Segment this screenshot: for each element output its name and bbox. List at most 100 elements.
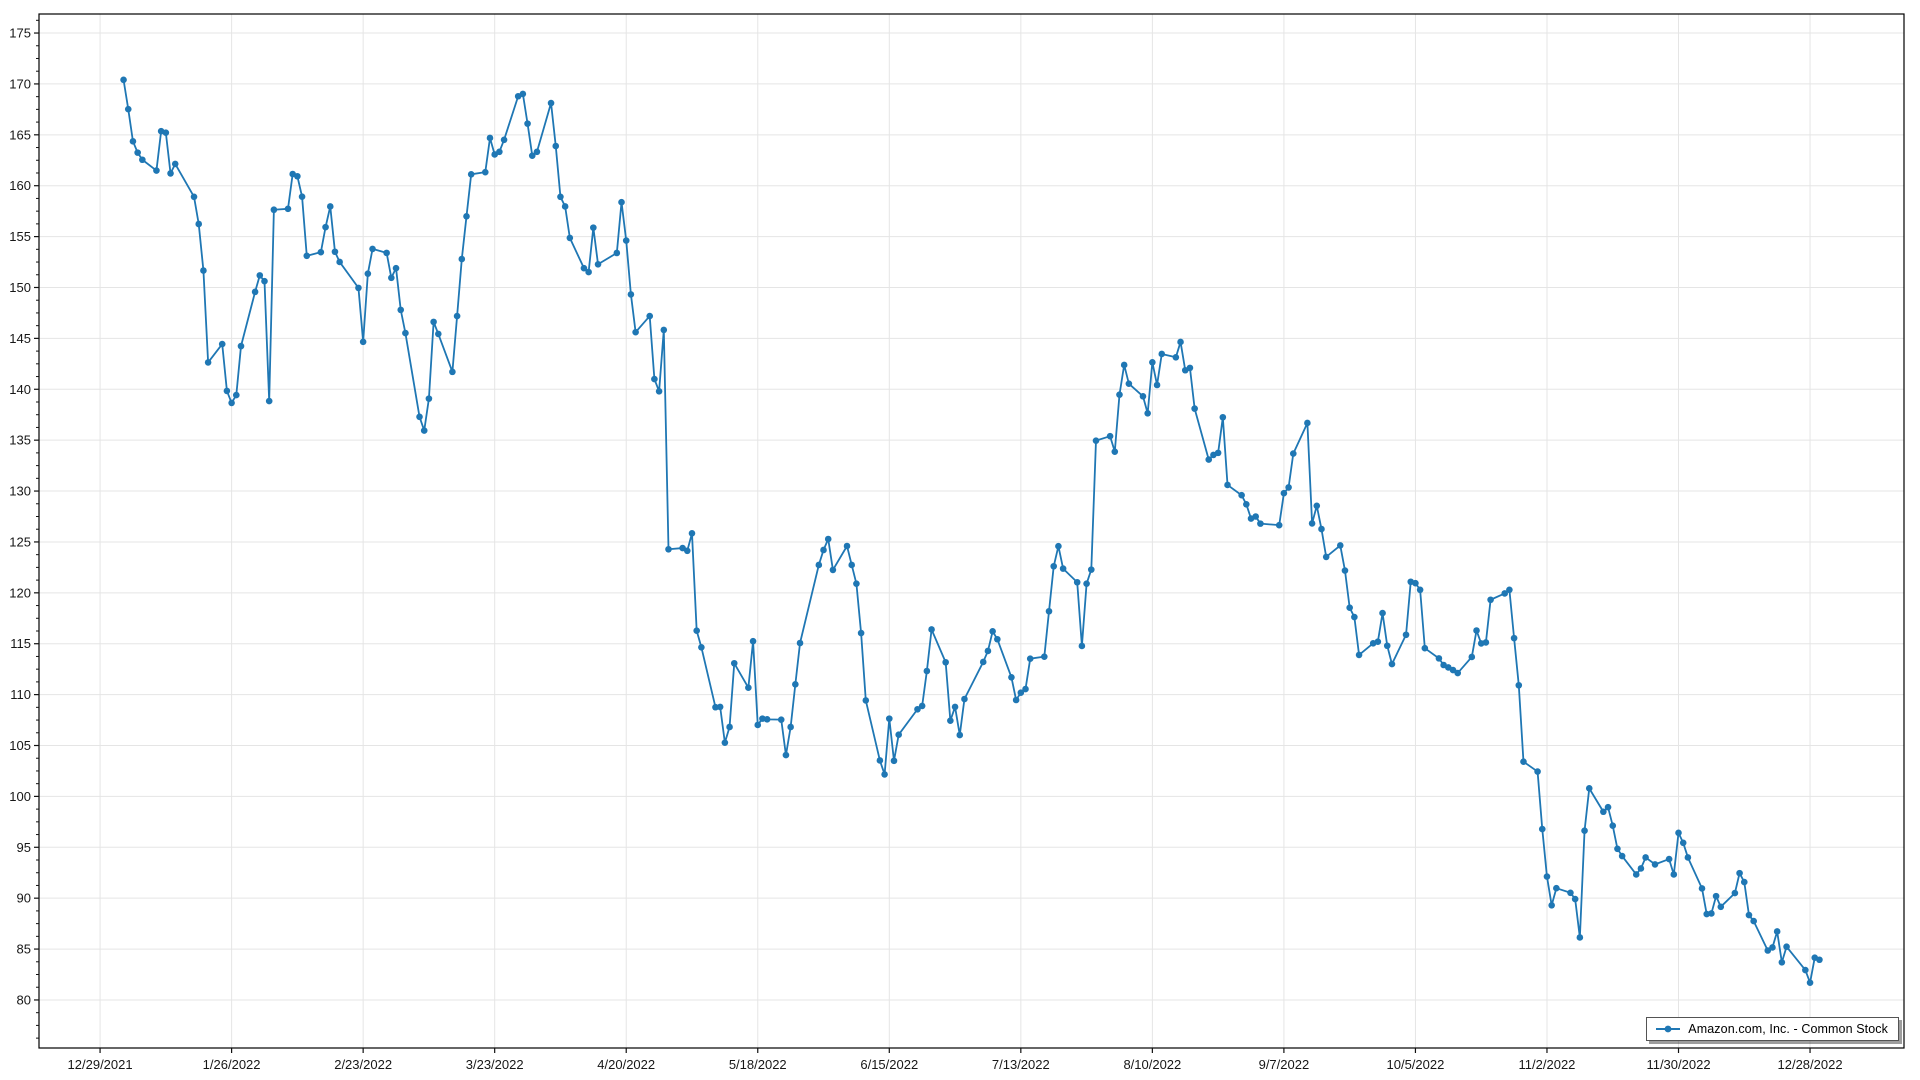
data-point-2022-05-18	[754, 721, 762, 729]
data-point-2022-01-31	[251, 288, 259, 296]
data-point-2022-01-10	[153, 167, 160, 174]
data-point-2022-07-06	[984, 647, 992, 655]
data-point-2022-03-08	[420, 427, 428, 434]
data-point-2022-12-20	[1769, 944, 1776, 951]
y-tick-label-140: 140	[9, 382, 31, 397]
data-point-2022-08-26	[1224, 481, 1231, 489]
data-point-2022-06-09	[857, 629, 865, 637]
data-point-2022-03-31	[528, 152, 536, 159]
data-point-2022-06-15	[885, 715, 893, 722]
data-point-2022-02-15	[322, 223, 329, 231]
data-point-2022-08-09	[1144, 409, 1151, 417]
y-tick-label-85: 85	[17, 942, 31, 957]
data-point-2022-07-07	[989, 628, 996, 635]
data-point-2022-06-21	[914, 705, 921, 713]
data-point-2022-01-07	[139, 156, 146, 164]
data-point-2022-05-25	[787, 723, 794, 731]
y-tick-label-115: 115	[10, 636, 31, 651]
data-point-2022-08-24	[1214, 449, 1222, 457]
data-point-2022-08-15	[1172, 354, 1180, 361]
data-point-2022-09-30	[1388, 660, 1396, 668]
data-point-2022-12-21	[1773, 928, 1781, 935]
data-point-2022-04-08	[566, 234, 574, 242]
y-tick-label-145: 145	[9, 331, 31, 346]
y-axis-tick-labels: 80 85 90 95 100 105 110 115 120 125 130 135 140 145 15…	[9, 26, 31, 1008]
x-tick-label-12/28/2022: 12/28/2022	[1778, 1057, 1843, 1072]
data-point-2022-08-02	[1111, 448, 1119, 455]
data-point-2022-06-01	[820, 546, 827, 554]
x-tick-label-1/26/2022: 1/26/2022	[203, 1057, 261, 1072]
data-point-2022-05-10	[716, 703, 724, 711]
data-point-2022-02-10	[298, 193, 306, 200]
data-point-2022-11-04	[1553, 884, 1560, 892]
data-point-2022-01-26	[228, 399, 235, 407]
data-point-2022-01-27	[233, 391, 240, 399]
data-point-2022-07-25	[1073, 578, 1081, 586]
x-tick-label-3/23/2022: 3/23/2022	[466, 1057, 524, 1072]
data-point-2022-09-01	[1252, 513, 1260, 520]
data-point-2022-05-26	[792, 681, 799, 688]
data-point-2022-10-26	[1510, 634, 1518, 642]
data-point-2022-04-21	[627, 291, 635, 298]
data-point-2022-12-12	[1731, 889, 1739, 897]
data-point-2022-10-21	[1487, 596, 1494, 604]
data-point-2022-10-28	[1520, 758, 1527, 765]
data-point-2022-04-29	[665, 545, 672, 553]
data-point-2022-09-07	[1280, 489, 1288, 497]
x-tick-label-12/29/2021: 12/29/2021	[68, 1057, 133, 1072]
x-tick-label-7/13/2022: 7/13/2022	[992, 1057, 1050, 1072]
data-point-2022-04-11	[580, 264, 588, 272]
data-point-2022-10-25	[1506, 586, 1513, 594]
y-tick-label-155: 155	[9, 229, 31, 244]
data-point-2022-08-30	[1243, 500, 1250, 508]
data-point-2022-06-27	[942, 658, 949, 666]
x-tick-label-10/5/2022: 10/5/2022	[1387, 1057, 1445, 1072]
data-point-2022-08-16	[1177, 338, 1184, 346]
data-point-2022-01-20	[200, 267, 207, 274]
data-point-2022-11-21	[1632, 871, 1640, 878]
y-tick-label-90: 90	[17, 891, 31, 906]
data-point-2022-01-04	[124, 105, 132, 113]
data-point-2022-05-12	[726, 723, 733, 731]
data-point-2022-12-15	[1745, 911, 1753, 919]
data-point-2022-11-30	[1675, 829, 1682, 837]
data-point-2022-09-12	[1304, 419, 1311, 427]
data-point-2022-07-13	[1017, 689, 1025, 696]
data-point-2022-05-09	[712, 703, 719, 711]
data-point-2022-12-08	[1712, 892, 1720, 900]
x-tick-label-2/23/2022: 2/23/2022	[334, 1057, 392, 1072]
data-point-2022-01-06	[134, 149, 141, 156]
data-point-2022-10-03	[1402, 631, 1410, 639]
data-point-2022-01-05	[129, 138, 137, 145]
data-point-2022-05-04	[688, 529, 696, 537]
data-point-2022-01-21	[204, 359, 212, 366]
data-point-2022-03-24	[496, 148, 503, 156]
data-point-2022-11-25	[1651, 861, 1659, 868]
legend: Amazon.com, Inc. - Common Stock	[1646, 1017, 1899, 1041]
data-point-2022-06-10	[862, 697, 870, 704]
data-point-2022-08-10	[1149, 359, 1156, 366]
data-point-2022-12-22	[1778, 959, 1786, 966]
plot-border	[38, 13, 1905, 1049]
data-point-2022-10-07	[1421, 644, 1429, 652]
data-point-2022-10-18	[1473, 627, 1480, 634]
data-point-2022-01-18	[190, 193, 198, 201]
data-point-2022-06-14	[881, 771, 888, 778]
data-point-2022-03-29	[519, 90, 527, 98]
data-point-2022-11-16	[1609, 822, 1617, 830]
data-point-2022-09-06	[1275, 521, 1283, 529]
x-tick-label-8/10/2022: 8/10/2022	[1123, 1057, 1181, 1072]
data-point-2022-09-09	[1289, 450, 1297, 457]
data-point-2022-02-01	[256, 272, 264, 279]
data-point-2022-11-29	[1670, 871, 1678, 878]
x-tick-label-6/15/2022: 6/15/2022	[860, 1057, 918, 1072]
data-point-2022-06-23	[923, 667, 931, 675]
data-point-2022-10-10	[1435, 655, 1443, 662]
data-point-2022-03-10	[430, 318, 437, 326]
data-point-2022-10-05	[1412, 579, 1419, 587]
data-point-2022-03-03	[397, 306, 405, 314]
y-tick-label-125: 125	[9, 534, 31, 549]
data-point-2022-08-25	[1219, 413, 1227, 421]
data-point-2022-01-25	[223, 387, 231, 395]
